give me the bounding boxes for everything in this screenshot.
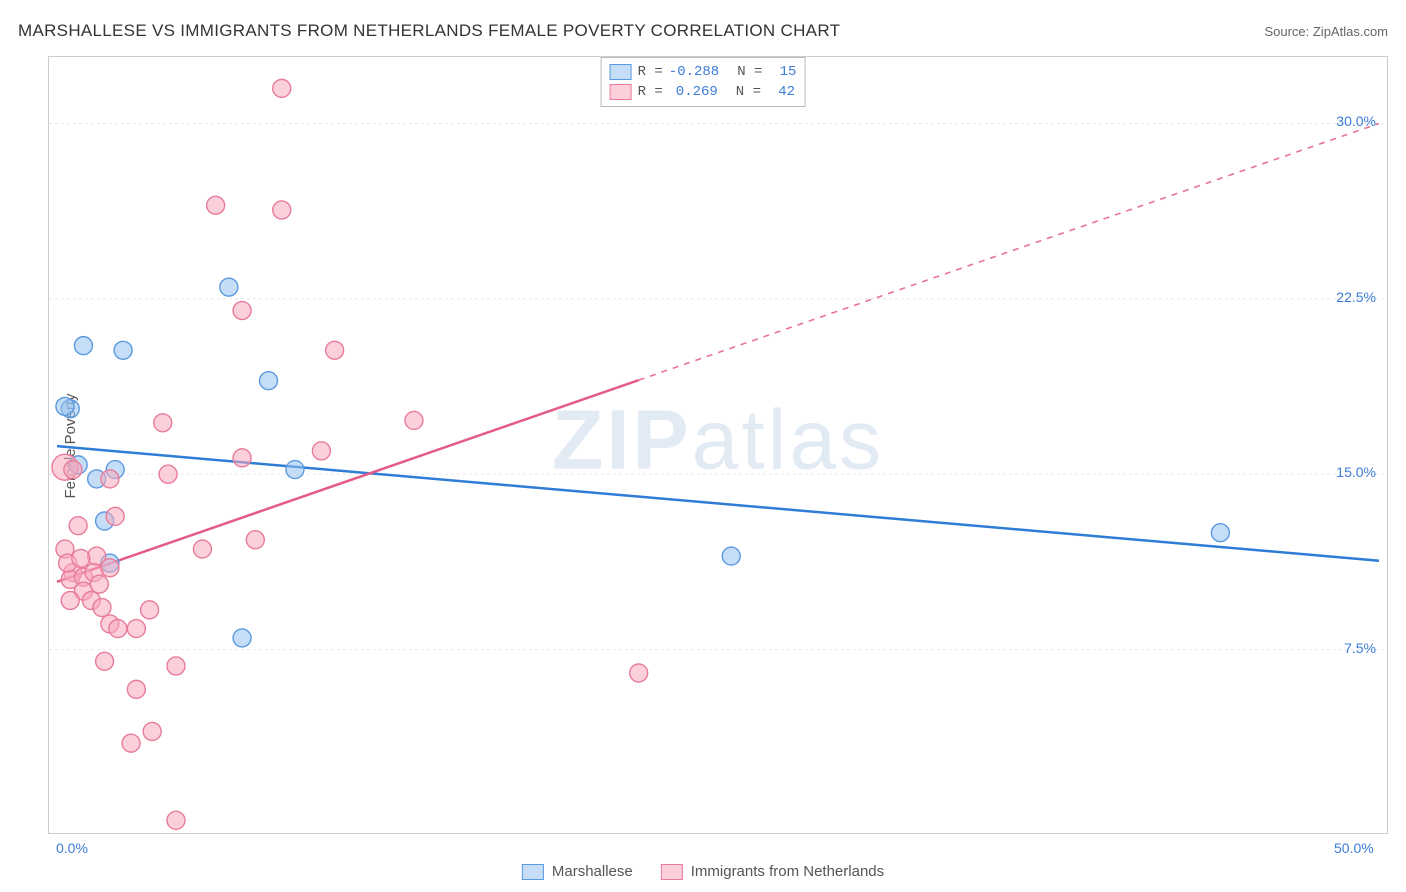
legend-label: Marshallese xyxy=(552,863,633,880)
y-tick-label: 22.5% xyxy=(1336,289,1376,305)
r-label: R = xyxy=(638,84,663,100)
n-label: N = xyxy=(737,64,762,80)
n-label: N = xyxy=(736,84,761,100)
y-tick-label: 15.0% xyxy=(1336,464,1376,480)
series-legend: Marshallese Immigrants from Netherlands xyxy=(522,863,884,880)
legend-item: Immigrants from Netherlands xyxy=(661,863,884,880)
source-credit: Source: ZipAtlas.com xyxy=(1264,24,1388,39)
chart-plot-area: ZIPatlas xyxy=(48,56,1388,834)
r-value: -0.288 xyxy=(669,64,719,80)
legend-swatch-pink xyxy=(661,864,683,880)
n-value: 42 xyxy=(767,84,795,100)
correlation-legend: R = -0.288 N = 15 R = 0.269 N = 42 xyxy=(601,57,806,107)
n-value: 15 xyxy=(768,64,796,80)
legend-item: Marshallese xyxy=(522,863,633,880)
chart-header: MARSHALLESE VS IMMIGRANTS FROM NETHERLAN… xyxy=(0,0,1406,48)
legend-label: Immigrants from Netherlands xyxy=(691,863,884,880)
y-tick-label: 30.0% xyxy=(1336,113,1376,129)
x-tick-label: 50.0% xyxy=(1334,840,1374,856)
r-label: R = xyxy=(638,64,663,80)
correlation-legend-row: R = 0.269 N = 42 xyxy=(610,82,797,102)
r-value: 0.269 xyxy=(676,84,718,100)
correlation-legend-row: R = -0.288 N = 15 xyxy=(610,62,797,82)
legend-swatch-blue xyxy=(610,64,632,80)
chart-svg xyxy=(49,57,1387,833)
legend-swatch-pink xyxy=(610,84,632,100)
y-tick-label: 7.5% xyxy=(1344,640,1376,656)
legend-swatch-blue xyxy=(522,864,544,880)
x-tick-label: 0.0% xyxy=(56,840,88,856)
chart-title: MARSHALLESE VS IMMIGRANTS FROM NETHERLAN… xyxy=(18,21,840,41)
